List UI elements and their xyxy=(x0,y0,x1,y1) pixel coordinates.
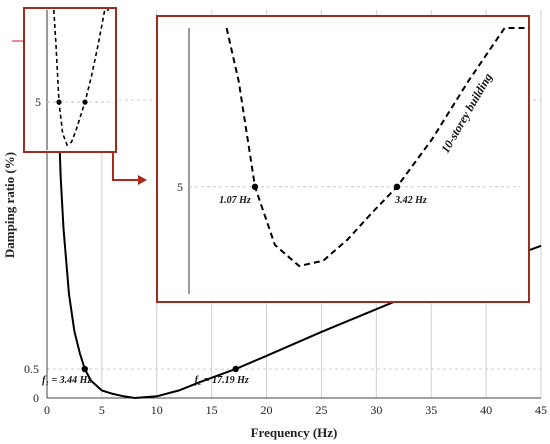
x-tick-label: 25 xyxy=(315,403,327,417)
x-tick-label: 40 xyxy=(480,403,492,417)
frequency-label: f₂ = 17.19 Hz xyxy=(195,375,249,386)
zoom-source-frame xyxy=(23,7,117,153)
building-frequency-label: 1.07 Hz xyxy=(219,195,251,206)
building-frequency-marker xyxy=(251,183,259,190)
building-frequency-label: 3.42 Hz xyxy=(394,195,427,206)
x-tick-label: 0 xyxy=(44,403,50,417)
x-tick-label: 10 xyxy=(151,403,163,417)
inset-y-tick-five: 5 xyxy=(177,180,183,194)
small-inset-plot: 5 xyxy=(35,9,114,150)
main-plot-points: f₁ = 3.44 Hz f₂ = 17.19 Hz xyxy=(42,365,249,386)
building-frequency-marker xyxy=(82,99,88,105)
frequency-marker xyxy=(232,365,239,373)
zoom-arrow-head xyxy=(138,175,147,185)
inset-y-tick-five: 5 xyxy=(35,95,41,109)
building-frequency-marker xyxy=(393,183,401,190)
y-tick-label: 0 xyxy=(33,391,39,405)
x-tick-labels: 0 5 10 15 20 25 30 35 40 45 xyxy=(44,403,547,417)
frequency-marker xyxy=(81,365,88,373)
zoom-arrow xyxy=(112,152,138,181)
x-tick-label: 35 xyxy=(425,403,437,417)
x-axis-title: Frequency (Hz) xyxy=(251,425,338,440)
x-tick-label: 30 xyxy=(370,403,382,417)
frequency-label: f₁ = 3.44 Hz xyxy=(42,375,91,386)
y-tick-label: 0.5 xyxy=(24,362,39,376)
building-frequency-marker xyxy=(56,99,62,105)
x-tick-label: 5 xyxy=(99,403,105,417)
x-tick-label: 45 xyxy=(535,403,547,417)
y-axis-title: Damping ratio (%) xyxy=(2,152,17,258)
inset-frame xyxy=(156,15,530,303)
x-tick-label: 15 xyxy=(206,403,218,417)
x-tick-label: 20 xyxy=(261,403,273,417)
